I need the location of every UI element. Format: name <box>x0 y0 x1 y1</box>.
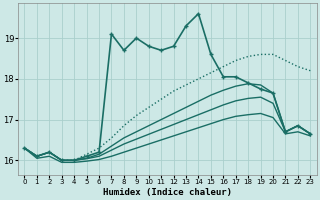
X-axis label: Humidex (Indice chaleur): Humidex (Indice chaleur) <box>103 188 232 197</box>
